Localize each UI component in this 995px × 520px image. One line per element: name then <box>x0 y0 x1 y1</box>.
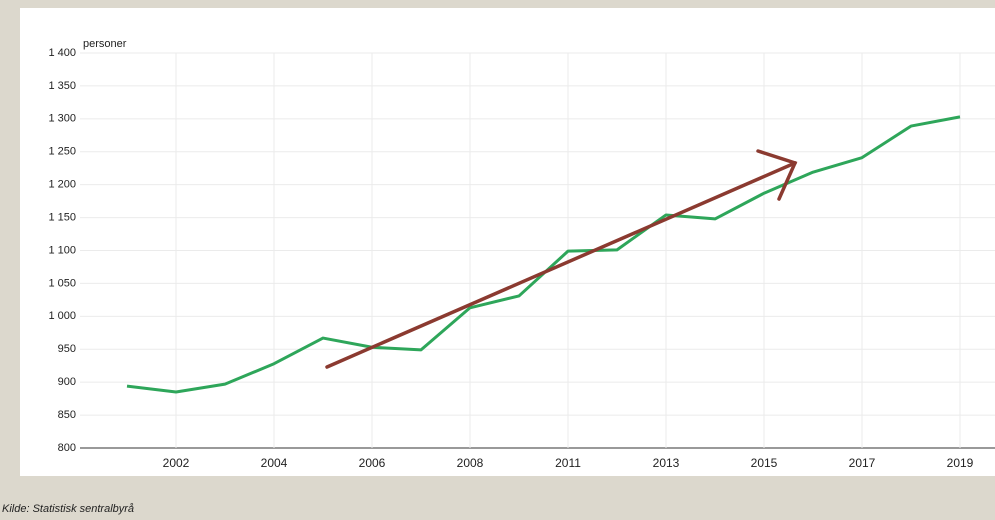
y-tick-label: 1 400 <box>48 47 76 59</box>
x-tick-label: 2015 <box>751 456 778 470</box>
y-axis-label: personer <box>83 38 127 50</box>
x-tick-label: 2017 <box>849 456 876 470</box>
y-tick-label: 800 <box>58 442 76 454</box>
y-tick-label: 1 250 <box>48 146 76 158</box>
y-tick-label: 1 350 <box>48 80 76 92</box>
chart-panel <box>20 8 995 476</box>
arrow-head <box>756 149 798 201</box>
y-tick-label: 1 200 <box>48 179 76 191</box>
y-tick-label: 1 100 <box>48 244 76 256</box>
y-tick-label: 900 <box>58 376 76 388</box>
x-tick-label: 2002 <box>163 456 190 470</box>
y-tick-label: 1 150 <box>48 211 76 223</box>
y-tick-label: 950 <box>58 343 76 355</box>
x-tick-label: 2019 <box>947 456 974 470</box>
arrow-shaft <box>325 161 797 369</box>
source: Kilde: Statistisk sentralbyrå <box>2 503 134 515</box>
x-tick-label: 2006 <box>359 456 386 470</box>
y-tick-label: 1 000 <box>48 310 76 322</box>
trend-arrow <box>325 149 798 369</box>
x-tick-label: 2011 <box>555 456 581 470</box>
x-tick-label: 2013 <box>653 456 680 470</box>
y-tick-label: 850 <box>58 409 76 421</box>
y-tick-label: 1 050 <box>48 277 76 289</box>
x-tick-label: 2008 <box>457 456 484 470</box>
grid <box>80 52 995 449</box>
x-tick-label: 2004 <box>261 456 288 470</box>
y-tick-label: 1 300 <box>48 113 76 125</box>
